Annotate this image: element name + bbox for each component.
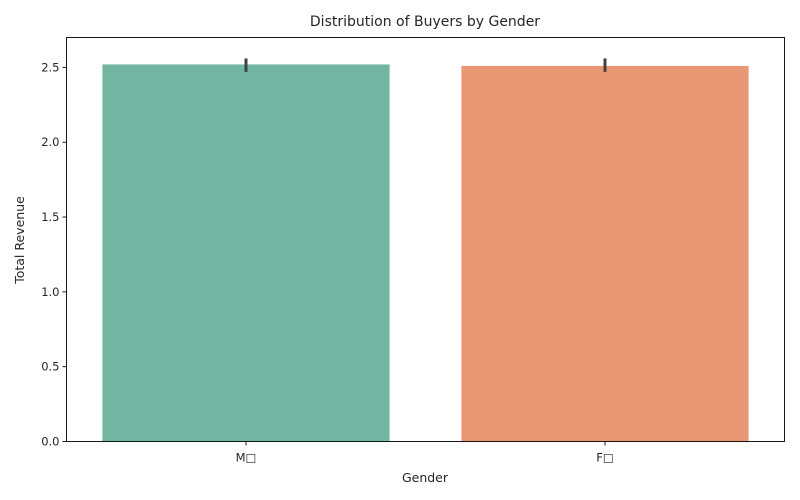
y-tick-label: 2.5 xyxy=(41,60,59,74)
y-tick-label: 1.0 xyxy=(41,285,59,299)
y-tick-label: 2.0 xyxy=(41,135,59,149)
bars-group xyxy=(102,64,749,442)
y-axis-label: Total Revenue xyxy=(12,196,27,285)
bar-0 xyxy=(102,64,390,442)
y-tick-label: 0.5 xyxy=(41,360,59,374)
x-tick-label: F□ xyxy=(596,451,613,465)
plot-frame xyxy=(66,37,785,442)
x-axis: M□ F□ xyxy=(236,441,614,465)
x-axis-label: Gender xyxy=(402,470,449,485)
chart-title: Distribution of Buyers by Gender xyxy=(310,14,540,30)
bar-1 xyxy=(461,65,749,442)
plot-area: 0.0 0.5 1.0 1.5 2.0 2.5 M□ F□ xyxy=(41,37,785,465)
y-tick-label: 1.5 xyxy=(41,210,59,224)
error-bars-group xyxy=(244,58,607,72)
x-tick-label: M□ xyxy=(236,451,257,465)
y-tick-label: 0.0 xyxy=(41,435,59,449)
y-axis: 0.0 0.5 1.0 1.5 2.0 2.5 xyxy=(41,60,67,449)
